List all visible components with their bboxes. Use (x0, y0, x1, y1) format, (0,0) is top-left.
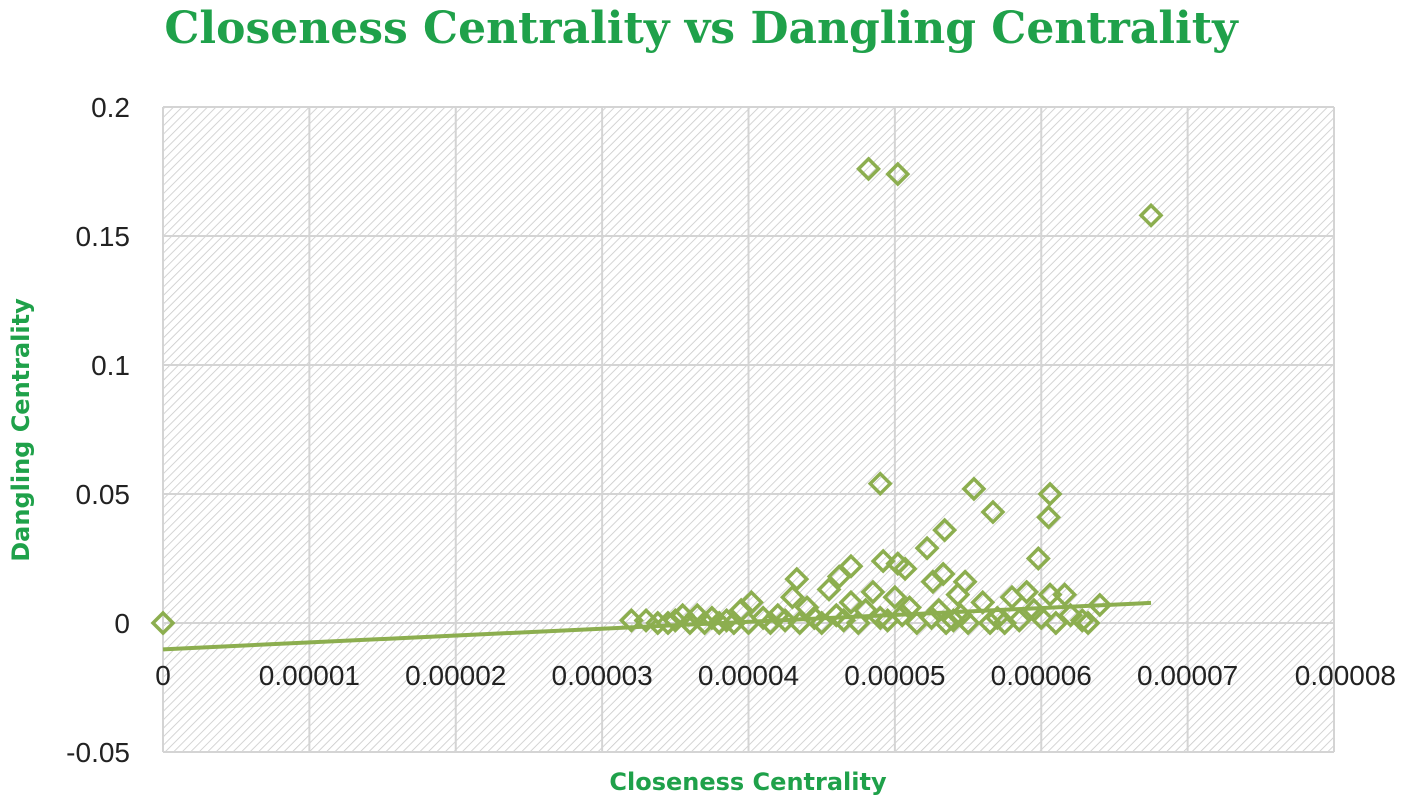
data-point (940, 607, 966, 633)
data-point (1014, 579, 1040, 605)
x-tick-label: 0.00008 (1295, 660, 1396, 691)
x-tick-label: 0.00002 (405, 660, 506, 691)
data-point (1025, 546, 1051, 571)
data-point (885, 161, 911, 187)
data-point (961, 476, 987, 502)
data-point (1087, 592, 1113, 618)
y-tick-label: 0.15 (76, 221, 131, 252)
data-point (655, 610, 681, 636)
data-point (1075, 610, 1101, 636)
data-point (882, 584, 908, 610)
data-point (933, 610, 959, 636)
data-point (1028, 605, 1054, 631)
data-point (870, 548, 896, 574)
data-point (1037, 481, 1063, 507)
data-point (970, 589, 996, 615)
x-tick-label: 0.00003 (552, 660, 653, 691)
data-point (779, 584, 805, 610)
data-point (826, 564, 852, 590)
data-point (757, 610, 783, 636)
x-tick-label: 0.00005 (844, 660, 945, 691)
data-point (787, 610, 813, 636)
data-point (831, 607, 857, 633)
y-tick-label: -0.05 (66, 737, 130, 768)
data-point (918, 605, 944, 631)
data-point (1138, 202, 1164, 228)
y-tick-label: 0 (114, 608, 130, 639)
data-point (904, 610, 930, 636)
data-point (150, 610, 176, 636)
data-point (892, 556, 918, 582)
data-point (980, 499, 1006, 525)
y-tick-label: 0.2 (91, 92, 130, 123)
data-point (856, 156, 882, 182)
data-point (945, 582, 971, 608)
data-point (772, 607, 798, 633)
data-point (992, 610, 1018, 636)
x-tick-label: 0.00004 (698, 660, 799, 691)
data-point (809, 610, 835, 636)
data-point (875, 607, 901, 633)
data-point (930, 561, 956, 587)
chart-title: Closeness Centrality vs Dangling Central… (164, 3, 1238, 54)
y-axis-title: Dangling Centrality (7, 298, 35, 562)
data-point (1006, 607, 1032, 633)
data-point (867, 471, 893, 497)
y-tick-label: 0.1 (91, 350, 130, 381)
data-point (932, 517, 958, 543)
data-point (889, 602, 915, 628)
y-tick-label: 0.05 (76, 479, 131, 510)
data-point (955, 610, 981, 636)
data-point (1036, 504, 1062, 530)
data-point (816, 576, 842, 602)
data-point (838, 589, 864, 615)
data-point (1043, 610, 1069, 636)
data-point (867, 605, 893, 631)
data-point (736, 610, 761, 636)
x-tick-label: 0.00006 (991, 660, 1092, 691)
x-tick-label: 0 (155, 660, 171, 691)
data-point (1069, 607, 1095, 633)
data-point (662, 607, 688, 633)
data-point (845, 610, 871, 636)
data-point (914, 535, 940, 561)
data-point (999, 584, 1025, 610)
data-point (920, 569, 946, 595)
data-point (860, 579, 886, 605)
x-axis-title: Closeness Centrality (609, 768, 887, 796)
data-point (1052, 582, 1078, 608)
data-point (645, 610, 671, 636)
x-tick-label: 0.00007 (1137, 660, 1238, 691)
data-point (738, 589, 764, 615)
x-tick-label: 0.00001 (259, 660, 360, 691)
data-point (714, 607, 740, 633)
data-point (1058, 602, 1084, 628)
